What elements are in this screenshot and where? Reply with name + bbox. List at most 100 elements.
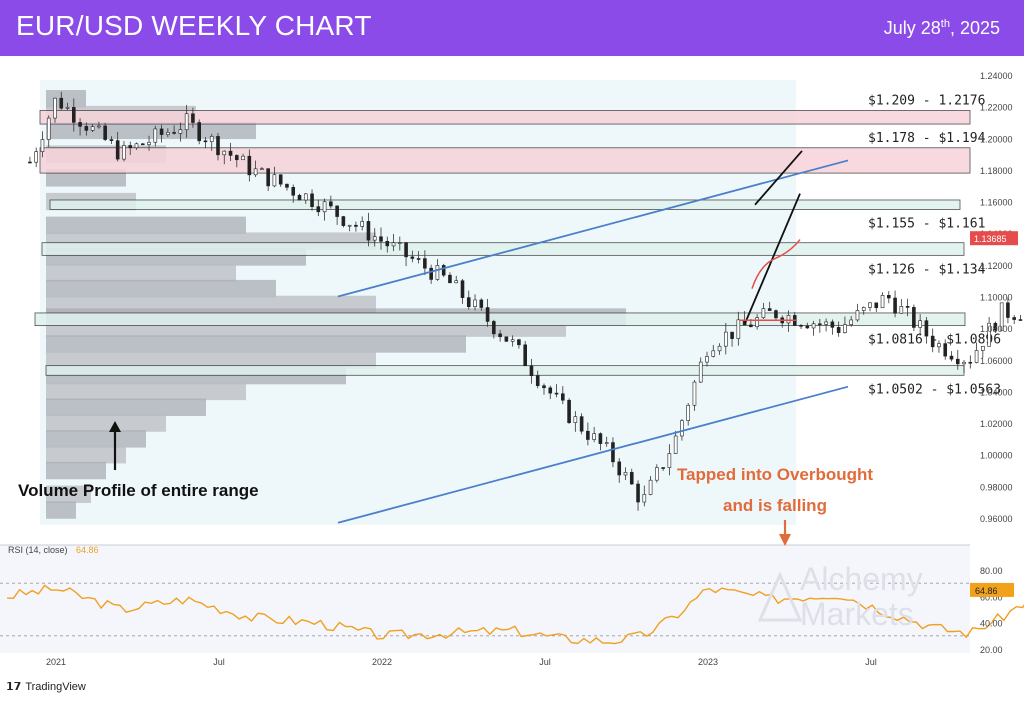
chart-canvas[interactable]: $1.209 - 1.2176 $1.178 - $1.194 $1.155 - $… bbox=[0, 56, 1024, 676]
candle-body bbox=[912, 307, 916, 328]
candle-body bbox=[542, 385, 546, 389]
candle-body bbox=[774, 310, 778, 319]
candle-body bbox=[999, 302, 1004, 331]
candle-body bbox=[159, 128, 164, 135]
candle-body bbox=[755, 317, 759, 328]
price-axis-tick: 1.22000 bbox=[980, 103, 1013, 113]
watermark-line2: Markets bbox=[800, 596, 914, 632]
price-axis-tick: 1.02000 bbox=[980, 419, 1013, 429]
sr-zone-band bbox=[39, 147, 971, 174]
candle-body bbox=[166, 132, 170, 135]
candle-body bbox=[642, 494, 647, 503]
candle-body bbox=[410, 256, 415, 259]
candle-body bbox=[529, 365, 534, 377]
chart-header: EUR/USD WEEKLY CHART July 28th, 2025 bbox=[0, 0, 1024, 56]
candle-body bbox=[266, 168, 270, 187]
candle-body bbox=[297, 194, 302, 201]
candle-body bbox=[310, 193, 314, 207]
price-axis-tick: 1.00000 bbox=[980, 451, 1013, 461]
sr-zone-label: $1.126 - $1.134 bbox=[868, 262, 986, 277]
candle-body bbox=[836, 327, 841, 333]
volume-profile-bar bbox=[46, 414, 166, 432]
candle-body bbox=[786, 315, 791, 324]
volume-profile-bar bbox=[46, 335, 466, 353]
watermark-line1: Alchemy bbox=[800, 561, 923, 597]
price-axis-tick: 1.20000 bbox=[980, 134, 1013, 144]
candle-body bbox=[949, 355, 954, 360]
candle-body bbox=[805, 325, 810, 329]
candle-body bbox=[72, 107, 76, 123]
rsi-axis-tick: 40.00 bbox=[980, 619, 1003, 629]
candle-body bbox=[887, 295, 891, 299]
candle-body bbox=[692, 381, 697, 406]
candle-body bbox=[115, 140, 120, 160]
candle-body bbox=[178, 129, 183, 134]
candle-body bbox=[974, 350, 979, 363]
candle-body bbox=[523, 344, 527, 367]
candle-body bbox=[103, 125, 107, 140]
candle-body bbox=[636, 483, 640, 503]
candle-body bbox=[918, 320, 922, 328]
candle-body bbox=[97, 125, 101, 128]
candle-body bbox=[122, 145, 126, 160]
candle-body bbox=[811, 323, 816, 329]
rsi-axis-tick: 60.00 bbox=[980, 592, 1003, 602]
candle-body bbox=[329, 201, 333, 207]
candle-body bbox=[861, 307, 866, 311]
candle-body bbox=[191, 113, 195, 123]
candle-body bbox=[197, 122, 201, 142]
candle-body bbox=[749, 324, 753, 328]
candle-body bbox=[272, 174, 277, 187]
rsi-value-tag bbox=[970, 582, 1014, 597]
candle-body bbox=[623, 472, 628, 476]
candle-body bbox=[730, 331, 734, 339]
chart-title: EUR/USD WEEKLY CHART bbox=[16, 10, 372, 41]
price-axis-tick: 1.08000 bbox=[980, 324, 1013, 334]
channel-lower-line bbox=[337, 385, 849, 524]
sr-zone-label: $1.0502 - $1.0563 bbox=[868, 382, 1001, 397]
candle-body bbox=[260, 168, 264, 170]
candle-body bbox=[661, 467, 665, 469]
candle-body bbox=[930, 335, 935, 348]
candle-body bbox=[285, 183, 289, 188]
candle-body bbox=[134, 143, 139, 149]
rsi-axis-tick: 80.00 bbox=[980, 566, 1003, 576]
price-axis-tick: 1.24000 bbox=[980, 71, 1013, 81]
candle-body bbox=[454, 280, 459, 284]
candle-body bbox=[435, 265, 440, 280]
candle-body bbox=[479, 299, 484, 308]
candle-body bbox=[767, 308, 772, 311]
wedge-upper-line bbox=[754, 150, 803, 206]
candle-body bbox=[385, 241, 390, 247]
candle-body bbox=[567, 399, 571, 423]
volume-profile-bar bbox=[46, 501, 76, 519]
date-suffix: th bbox=[940, 18, 950, 30]
candle-body bbox=[579, 416, 584, 432]
candle-body bbox=[404, 242, 408, 258]
candle-body bbox=[28, 161, 32, 164]
rsi-value-tag-text: 64.86 bbox=[975, 586, 998, 596]
candle-body bbox=[880, 295, 885, 309]
candle-body bbox=[598, 433, 603, 444]
candle-body bbox=[1012, 317, 1016, 320]
candle-body bbox=[184, 113, 189, 131]
chart-date: July 28th, 2025 bbox=[884, 18, 1000, 39]
candle-body bbox=[303, 193, 308, 201]
candle-body bbox=[84, 126, 89, 131]
candle-body bbox=[604, 442, 609, 444]
price-axis-tick: 0.96000 bbox=[980, 514, 1013, 524]
candle-body bbox=[172, 132, 176, 134]
candle-body bbox=[466, 297, 471, 307]
price-axis-tick: 1.16000 bbox=[980, 198, 1013, 208]
candle-body bbox=[109, 139, 114, 141]
candle-body bbox=[1006, 302, 1010, 318]
candle-body bbox=[705, 356, 709, 363]
rsi-label: RSI (14, close) bbox=[8, 545, 68, 555]
time-axis-tick: Jul bbox=[539, 657, 551, 667]
candle-body bbox=[291, 187, 296, 196]
candle-body bbox=[253, 168, 258, 176]
candle-body bbox=[222, 150, 227, 156]
candle-body bbox=[247, 155, 252, 176]
time-axis-tick: 2021 bbox=[46, 657, 66, 667]
candle-body bbox=[372, 236, 377, 241]
